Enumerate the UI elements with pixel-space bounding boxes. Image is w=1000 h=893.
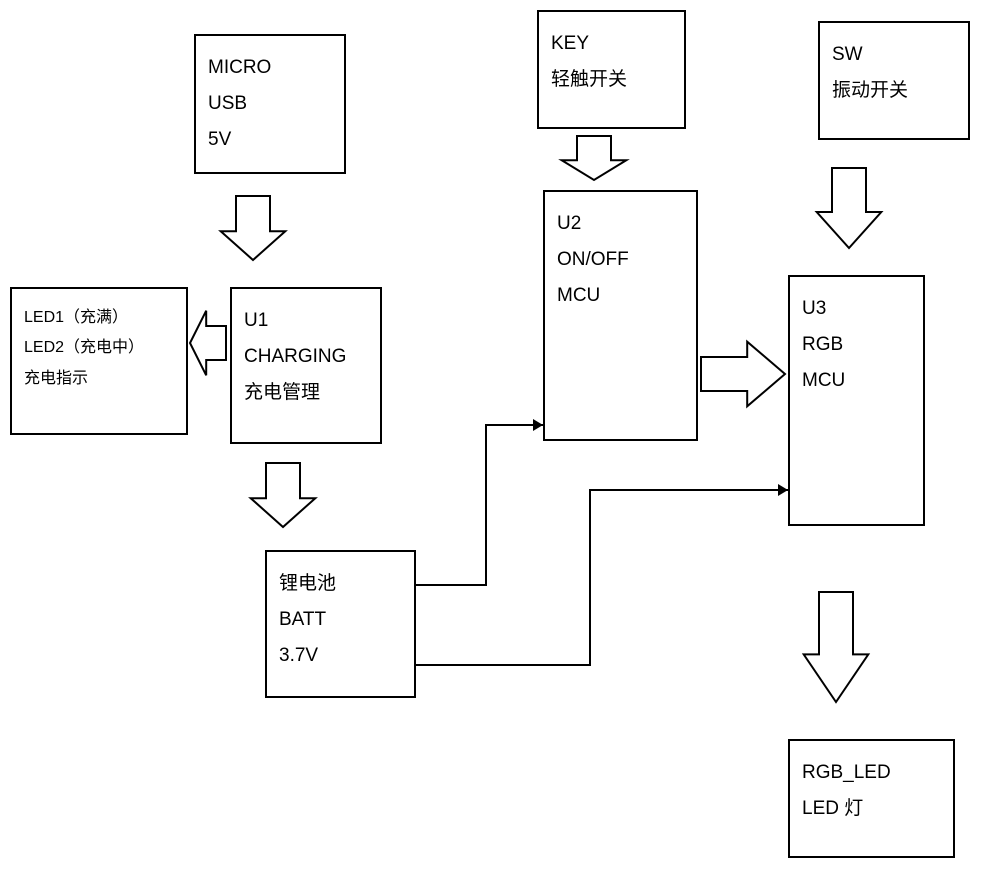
node-led-line3: 充电指示 bbox=[24, 364, 174, 394]
node-key-line2: 轻触开关 bbox=[551, 62, 672, 98]
node-u1-line1: U1 bbox=[244, 303, 368, 339]
block-arrow-u3-to-led bbox=[804, 592, 869, 702]
block-arrow-key-to-u2 bbox=[562, 136, 627, 180]
node-led-indicator: LED1（充满） LED2（充电中） 充电指示 bbox=[10, 287, 188, 435]
node-u1: U1 CHARGING 充电管理 bbox=[230, 287, 382, 444]
elbow-line-batt-to-u2 bbox=[416, 425, 543, 585]
node-u1-line3: 充电管理 bbox=[244, 375, 368, 411]
block-arrow-u1-to-batt bbox=[251, 463, 316, 527]
node-u2-line2: ON/OFF bbox=[557, 242, 684, 278]
elbow-head-batt-to-u3 bbox=[778, 484, 788, 496]
node-u3-line2: RGB bbox=[802, 327, 911, 363]
node-sw-line2: 振动开关 bbox=[832, 73, 956, 109]
node-sw-line1: SW bbox=[832, 37, 956, 73]
node-rgb-led: RGB_LED LED 灯 bbox=[788, 739, 955, 858]
node-batt: 锂电池 BATT 3.7V bbox=[265, 550, 416, 698]
node-sw: SW 振动开关 bbox=[818, 21, 970, 140]
node-batt-line2: BATT bbox=[279, 602, 402, 638]
node-rgb-line1: RGB_LED bbox=[802, 755, 941, 791]
block-arrow-usb-to-u1 bbox=[221, 196, 286, 260]
node-key: KEY 轻触开关 bbox=[537, 10, 686, 129]
node-rgb-line2: LED 灯 bbox=[802, 791, 941, 827]
block-arrow-u2-to-u3 bbox=[701, 342, 785, 407]
diagram-canvas: MICRO USB 5V KEY 轻触开关 SW 振动开关 U2 ON/OFF … bbox=[0, 0, 1000, 893]
node-u3-line1: U3 bbox=[802, 291, 911, 327]
node-u2: U2 ON/OFF MCU bbox=[543, 190, 698, 441]
elbow-head-batt-to-u2 bbox=[533, 419, 543, 431]
node-u1-line2: CHARGING bbox=[244, 339, 368, 375]
node-u2-line3: MCU bbox=[557, 278, 684, 314]
node-key-line1: KEY bbox=[551, 26, 672, 62]
block-arrow-sw-to-u3 bbox=[817, 168, 882, 248]
node-led-line1: LED1（充满） bbox=[24, 303, 174, 333]
node-usb-line3: 5V bbox=[208, 122, 332, 158]
node-usb: MICRO USB 5V bbox=[194, 34, 346, 174]
node-usb-line2: USB bbox=[208, 86, 332, 122]
node-u3: U3 RGB MCU bbox=[788, 275, 925, 526]
node-u3-line3: MCU bbox=[802, 363, 911, 399]
block-arrow-u1-to-led bbox=[190, 311, 226, 376]
node-led-line2: LED2（充电中） bbox=[24, 333, 174, 363]
elbow-line-batt-to-u3 bbox=[416, 490, 788, 665]
node-batt-line1: 锂电池 bbox=[279, 566, 402, 602]
node-u2-line1: U2 bbox=[557, 206, 684, 242]
node-batt-line3: 3.7V bbox=[279, 638, 402, 674]
node-usb-line1: MICRO bbox=[208, 50, 332, 86]
